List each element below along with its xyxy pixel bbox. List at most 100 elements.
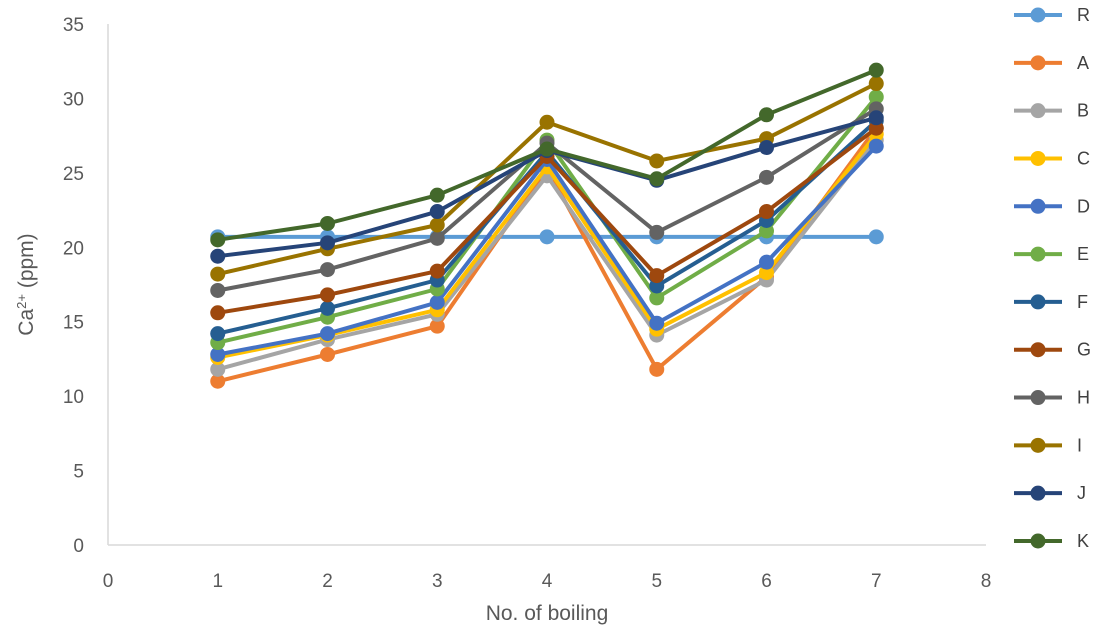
data-point [210, 373, 226, 389]
legend-label: R [1077, 5, 1090, 25]
data-point [759, 254, 774, 270]
legend-marker [1030, 485, 1046, 501]
x-tick-label: 6 [761, 571, 772, 592]
legend-item-D: D [1014, 196, 1090, 216]
x-tick-label: 0 [103, 571, 114, 592]
y-tick-label: 0 [73, 536, 84, 557]
data-point [429, 263, 445, 279]
data-point [320, 346, 335, 362]
x-tick-label: 2 [322, 571, 333, 592]
y-tick-label: 25 [63, 164, 84, 185]
data-point [210, 266, 226, 282]
legend-marker [1030, 150, 1046, 166]
legend-item-E: E [1014, 244, 1089, 264]
data-point [429, 187, 445, 203]
legend-item-R: R [1014, 5, 1090, 25]
legend-label: I [1077, 435, 1082, 455]
legend-label: K [1077, 531, 1089, 551]
legend-marker [1030, 437, 1046, 453]
x-tick-label: 7 [871, 571, 882, 592]
data-point [649, 153, 665, 169]
legend-label: C [1077, 148, 1090, 168]
data-point [539, 114, 555, 130]
legend-marker [1030, 198, 1046, 214]
series-layer [210, 62, 884, 389]
legend-label: H [1077, 388, 1090, 408]
data-point [649, 278, 665, 294]
data-point [759, 140, 774, 156]
legend-item-K: K [1014, 531, 1089, 551]
legend-item-F: F [1014, 292, 1088, 312]
data-point [210, 361, 226, 377]
data-point [649, 361, 665, 377]
legend-item-H: H [1014, 388, 1090, 408]
data-point [868, 138, 884, 154]
data-point [320, 262, 335, 278]
legend-marker [1030, 103, 1046, 119]
legend-marker [1030, 390, 1046, 406]
legend-item-A: A [1014, 53, 1089, 73]
series-R [210, 229, 884, 245]
data-point [320, 287, 335, 303]
data-point [210, 326, 226, 342]
data-point [649, 315, 665, 331]
y-tick-label: 10 [63, 387, 84, 408]
data-point [759, 169, 774, 185]
data-point [868, 110, 884, 126]
x-tick-label: 5 [651, 571, 662, 592]
data-point [320, 215, 335, 231]
data-point [759, 204, 774, 220]
data-point [539, 229, 555, 245]
data-point [429, 217, 445, 233]
data-point [210, 346, 226, 362]
data-point [868, 120, 884, 136]
data-point [429, 294, 445, 310]
y-axis-title-base: Ca [15, 309, 38, 336]
data-point [210, 248, 226, 264]
legend-marker [1030, 246, 1046, 262]
data-point [868, 76, 884, 92]
y-tick-label: 35 [63, 15, 84, 36]
legend-marker [1030, 342, 1046, 358]
x-axis-ticks: 0 1 2 3 4 5 6 7 8 [103, 571, 992, 592]
y-axis-ticks: 0 5 10 15 20 25 30 35 [63, 15, 84, 557]
x-tick-label: 3 [432, 571, 443, 592]
legend-label: F [1077, 292, 1088, 312]
legend-label: D [1077, 196, 1090, 216]
legend-item-G: G [1014, 340, 1091, 360]
y-axis-title-superscript: 2+ [14, 294, 29, 309]
data-point [649, 290, 665, 306]
x-tick-label: 8 [981, 571, 992, 592]
y-tick-label: 5 [73, 462, 84, 483]
legend-item-B: B [1014, 101, 1089, 121]
data-point [320, 235, 335, 251]
legend-marker [1030, 55, 1046, 71]
data-point [649, 268, 665, 284]
legend-label: A [1077, 53, 1089, 73]
data-point [649, 171, 665, 187]
y-tick-label: 20 [63, 238, 84, 259]
data-point [320, 300, 335, 316]
x-axis-title: No. of boiling [486, 602, 609, 625]
data-point [210, 282, 226, 298]
y-tick-label: 15 [63, 313, 84, 334]
data-point [210, 232, 226, 248]
legend-label: E [1077, 244, 1089, 264]
data-point [868, 62, 884, 78]
data-point [649, 224, 665, 240]
data-point [429, 204, 445, 220]
data-point [210, 305, 226, 321]
legend-marker [1030, 533, 1046, 549]
legend-item-I: I [1014, 435, 1082, 455]
y-axis-title-unit: (ppm) [15, 233, 38, 294]
plot-area: 0 5 10 15 20 25 30 35 0 1 2 3 4 5 6 7 8 [63, 15, 991, 592]
legend-label: J [1077, 483, 1086, 503]
data-point [868, 89, 884, 105]
legend-marker [1030, 294, 1046, 310]
legend-label: G [1077, 340, 1091, 360]
series-K [210, 62, 884, 248]
y-axis-title: Ca2+ (ppm) [14, 233, 39, 335]
y-tick-label: 30 [63, 89, 84, 110]
x-tick-label: 1 [212, 571, 223, 592]
